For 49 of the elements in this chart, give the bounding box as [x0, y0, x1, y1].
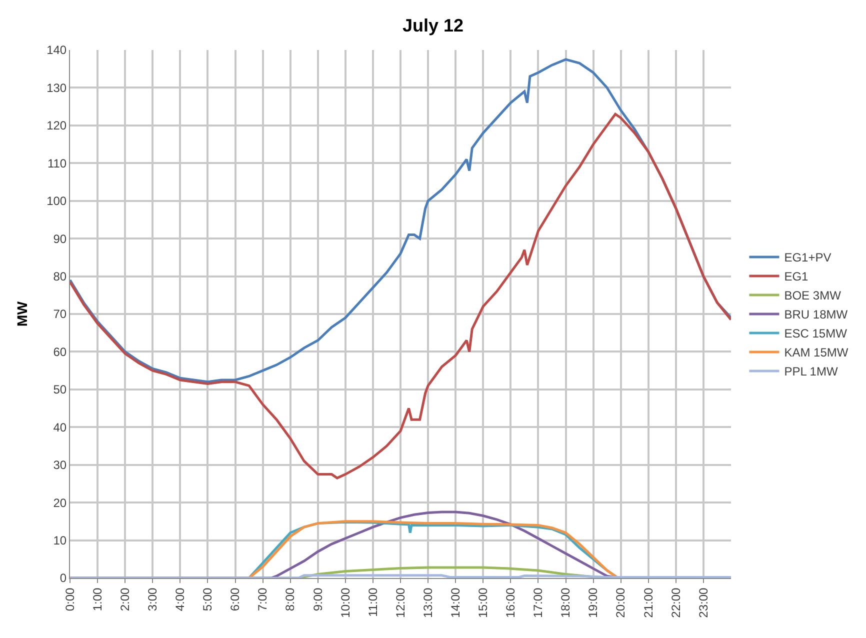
x-tick-label: 12:00 [393, 587, 408, 618]
x-tick-label: 17:00 [531, 587, 546, 618]
x-tick-label: 1:00 [90, 587, 104, 612]
y-tick-label: 100 [46, 194, 67, 208]
x-tick-label: 6:00 [228, 587, 242, 612]
line-series [70, 112, 731, 480]
x-tick-label: 7:00 [256, 587, 270, 612]
x-tick-label: 22:00 [668, 587, 683, 618]
y-tick-label: 50 [53, 382, 67, 397]
x-tick-label: 2:00 [118, 587, 132, 612]
y-tick-label: 30 [53, 458, 67, 472]
x-tick-label: 3:00 [146, 587, 160, 612]
y-tick-label: 40 [53, 420, 67, 434]
y-tick-label: 20 [53, 496, 67, 510]
x-tick-label: 13:00 [420, 587, 435, 618]
x-tick-label: 20:00 [614, 587, 628, 618]
y-tick-label: 60 [53, 344, 67, 359]
chart-title: July 12 [402, 16, 464, 36]
x-tick-label: 9:00 [310, 587, 325, 612]
legend-label: EG1 [784, 270, 809, 284]
legend-label: PPL 1MW [784, 364, 838, 379]
x-tick-label: 23:00 [696, 587, 710, 618]
y-tick-label: 70 [53, 307, 67, 322]
x-tick-label: 5:00 [200, 587, 215, 612]
y-tick-label: 140 [46, 43, 67, 58]
y-tick-label: 80 [53, 269, 67, 284]
x-tick-label: 14:00 [448, 587, 462, 618]
y-tick-label: 130 [46, 80, 67, 95]
x-tick-label: 16:00 [504, 587, 518, 618]
legend-label: KAM 15MW [784, 346, 849, 360]
y-tick-label: 10 [53, 533, 67, 548]
y-tick-label: 110 [47, 156, 67, 170]
x-tick-label: 8:00 [283, 587, 298, 612]
x-tick-label: 0:00 [62, 587, 77, 612]
y-tick-label: 90 [53, 232, 67, 246]
x-tick-label: 18:00 [558, 587, 573, 618]
x-tick-label: 19:00 [586, 587, 600, 618]
y-tick-label: 120 [46, 118, 67, 133]
y-axis-title: MW [14, 300, 30, 326]
legend-label: EG1+PV [784, 250, 832, 265]
x-tick-label: 21:00 [641, 587, 656, 618]
legend-label: BRU 18MW [784, 308, 848, 322]
y-tick-label: 0 [60, 571, 67, 586]
x-tick-label: 10:00 [338, 587, 352, 618]
x-tick-label: 11:00 [366, 587, 380, 617]
legend-label: BOE 3MW [784, 288, 842, 303]
legend-label: ESC 15MW [784, 326, 848, 341]
x-tick-label: 15:00 [476, 587, 490, 618]
x-tick-label: 4:00 [173, 587, 188, 612]
